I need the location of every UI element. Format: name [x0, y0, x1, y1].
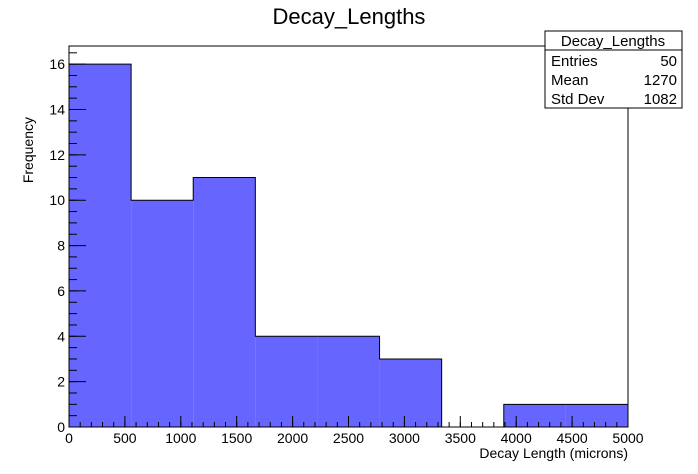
x-tick-label: 4500 [557, 430, 588, 446]
histogram-bar [255, 336, 318, 427]
histogram-bar [317, 336, 380, 427]
y-axis-label: Frequency [20, 117, 36, 183]
histogram-outline [68, 63, 629, 428]
histogram-bar [193, 177, 256, 427]
y-tick-label: 2 [57, 374, 65, 390]
y-tick-label: 14 [49, 102, 65, 118]
histogram-bar [503, 404, 566, 427]
y-tick-label: 8 [57, 238, 65, 254]
stats-mean-value: 1270 [644, 72, 677, 89]
x-tick-label: 3000 [389, 430, 420, 446]
x-tick-label: 500 [113, 430, 137, 446]
y-tick-label: 6 [57, 283, 65, 299]
x-axis-label: Decay Length (microns) [479, 445, 628, 461]
stats-mean-label: Mean [551, 72, 589, 89]
stats-entries-label: Entries [551, 53, 598, 70]
x-tick-label: 1000 [165, 430, 196, 446]
x-tick-label: 2000 [277, 430, 308, 446]
y-tick-label: 4 [57, 328, 65, 344]
histogram-bar [379, 358, 442, 427]
x-tick-label: 3500 [445, 430, 476, 446]
y-tick-label: 12 [49, 147, 65, 163]
x-axis-ticks: 0 500 1000 1500 2000 2500 3000 3500 4000 4500 5000 [65, 416, 644, 446]
x-tick-label: 1500 [221, 430, 252, 446]
y-tick-label: 0 [57, 419, 65, 435]
x-tick-label: 0 [65, 430, 73, 446]
y-tick-label: 16 [49, 56, 65, 72]
stats-box-frame [544, 30, 683, 109]
y-tick-label: 10 [49, 192, 65, 208]
histogram-bar [131, 200, 194, 427]
stats-stddev-value: 1082 [644, 91, 677, 108]
x-tick-label: 4000 [501, 430, 532, 446]
stats-box: Decay_Lengths Entries 50 Mean 1270 Std D… [544, 30, 683, 109]
x-tick-label: 2500 [333, 430, 364, 446]
plot-frame [68, 45, 629, 428]
stats-stddev-label: Std Dev [551, 91, 605, 108]
chart-title: Decay_Lengths [273, 4, 426, 29]
stats-title: Decay_Lengths [561, 33, 665, 50]
x-tick-label: 5000 [612, 430, 643, 446]
histogram-bars [68, 63, 629, 428]
histogram-bar [565, 404, 628, 427]
stats-entries-value: 50 [660, 53, 677, 70]
